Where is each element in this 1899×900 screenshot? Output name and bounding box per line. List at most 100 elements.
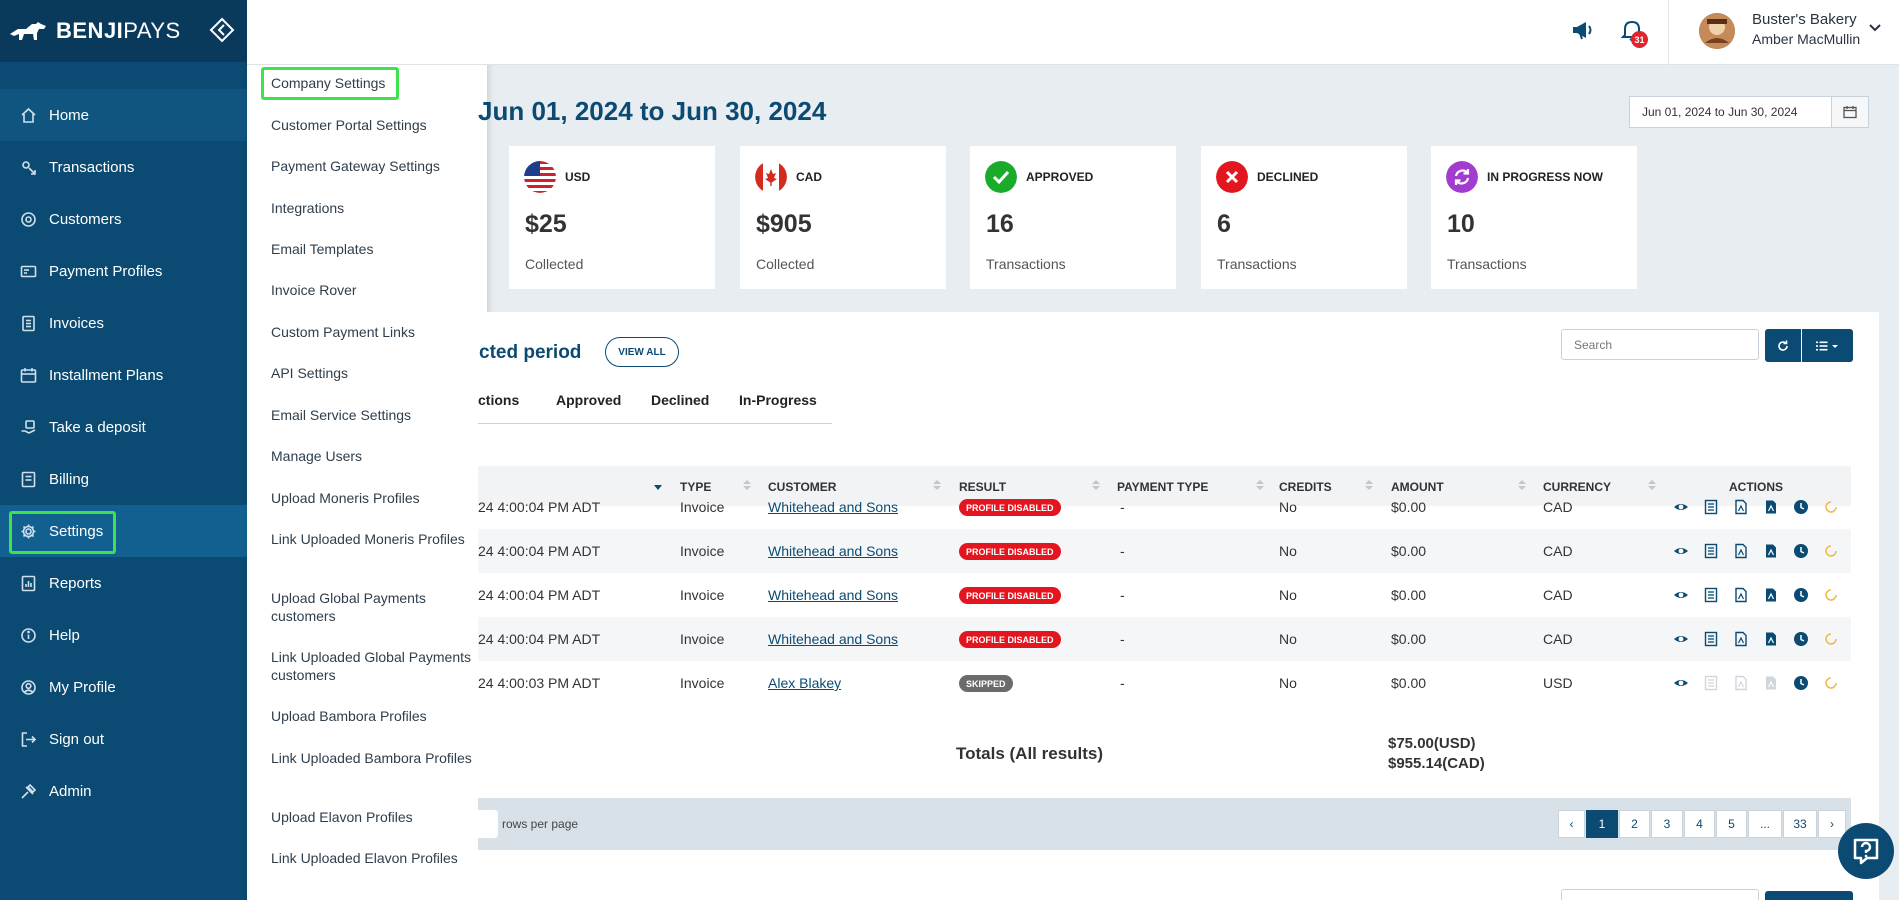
sidebar-item-sign-out[interactable]: Sign out [0, 713, 247, 765]
sidebar-item-installment-plans[interactable]: Installment Plans [0, 349, 247, 401]
sidebar-item-my-profile[interactable]: My Profile [0, 661, 247, 713]
pdf-icon[interactable] [1763, 543, 1779, 559]
view-eye-icon[interactable] [1673, 499, 1689, 515]
settings-menu-item-link-uploaded-elavon-profiles[interactable]: Link Uploaded Elavon Profiles [271, 850, 458, 866]
settings-menu-item-api-settings[interactable]: API Settings [271, 365, 349, 381]
pdf-icon[interactable] [1763, 587, 1779, 603]
retry-spinner-icon[interactable] [1823, 587, 1839, 603]
settings-menu-item-invoice-rover[interactable]: Invoice Rover [271, 282, 357, 298]
sidebar-item-payment-profiles[interactable]: Payment Profiles [0, 245, 247, 297]
cell-customer[interactable]: Alex Blakey [768, 675, 842, 691]
column-header-customer[interactable]: CUSTOMER [768, 480, 837, 494]
view-eye-icon[interactable] [1673, 543, 1689, 559]
column-header-type[interactable]: TYPE [680, 480, 712, 494]
tab-in-progress[interactable]: In-Progress [739, 392, 817, 408]
view-eye-icon[interactable] [1673, 631, 1689, 647]
page-button[interactable]: 4 [1684, 810, 1715, 838]
settings-menu-item-payment-gateway-settings[interactable]: Payment Gateway Settings [271, 158, 440, 174]
settings-menu-item-company-settings[interactable]: Company Settings [271, 75, 386, 91]
column-header-payment-type[interactable]: PAYMENT TYPE [1117, 480, 1209, 494]
sort-icon[interactable] [1256, 479, 1264, 491]
sidebar-item-transactions[interactable]: Transactions [0, 141, 247, 193]
retry-spinner-icon[interactable] [1823, 675, 1839, 691]
column-header-credits[interactable]: CREDITS [1279, 480, 1332, 494]
settings-menu-item-upload-global-payments-customers[interactable]: Upload Global Payments customers [271, 590, 426, 624]
date-range-input[interactable]: Jun 01, 2024 to Jun 30, 2024 [1629, 96, 1832, 128]
settings-menu-item-link-uploaded-moneris-profiles[interactable]: Link Uploaded Moneris Profiles [271, 531, 465, 547]
page-button[interactable]: 2 [1619, 810, 1650, 838]
next-panel-search[interactable] [1561, 889, 1759, 900]
column-header-amount[interactable]: AMOUNT [1391, 480, 1444, 494]
settings-menu-item-upload-bambora-profiles[interactable]: Upload Bambora Profiles [271, 708, 427, 724]
cell-customer[interactable]: Whitehead and Sons [768, 543, 898, 559]
receipt-icon[interactable] [1703, 543, 1719, 559]
calendar-button[interactable] [1831, 96, 1869, 128]
sort-icon[interactable] [743, 479, 751, 491]
settings-menu-item-customer-portal-settings[interactable]: Customer Portal Settings [271, 117, 427, 133]
settings-menu-item-link-uploaded-bambora-profiles[interactable]: Link Uploaded Bambora Profiles [271, 750, 472, 766]
sidebar-item-help[interactable]: Help [0, 609, 247, 661]
view-eye-icon[interactable] [1673, 587, 1689, 603]
page-button[interactable]: 33 [1783, 810, 1817, 838]
refresh-button[interactable] [1765, 329, 1801, 362]
avatar[interactable] [1699, 13, 1735, 49]
collapse-sidebar-icon[interactable] [209, 17, 235, 43]
next-panel-button[interactable] [1765, 891, 1853, 900]
rows-per-page-select[interactable] [478, 810, 498, 838]
receipt-icon[interactable] [1703, 499, 1719, 515]
column-header-result[interactable]: RESULT [959, 480, 1007, 494]
sort-icon[interactable] [1365, 479, 1373, 491]
settings-menu-item-email-service-settings[interactable]: Email Service Settings [271, 407, 412, 423]
sidebar-item-customers[interactable]: Customers [0, 193, 247, 245]
pdf-outline-icon[interactable] [1733, 675, 1749, 691]
tab-transactions[interactable]: ctions [478, 392, 520, 408]
history-clock-icon[interactable] [1793, 543, 1809, 559]
sidebar-item-take-a-deposit[interactable]: Take a deposit [0, 401, 247, 453]
settings-menu-item-upload-moneris-profiles[interactable]: Upload Moneris Profiles [271, 490, 420, 506]
settings-menu-item-manage-users[interactable]: Manage Users [271, 448, 363, 464]
history-clock-icon[interactable] [1793, 499, 1809, 515]
column-header-currency[interactable]: CURRENCY [1543, 480, 1612, 494]
cell-customer[interactable]: Whitehead and Sons [768, 587, 898, 603]
user-menu-chevron-down-icon[interactable] [1868, 20, 1882, 34]
pdf-icon[interactable] [1763, 499, 1779, 515]
view-eye-icon[interactable] [1673, 675, 1689, 691]
retry-spinner-icon[interactable] [1823, 543, 1839, 559]
retry-spinner-icon[interactable] [1823, 499, 1839, 515]
receipt-icon[interactable] [1703, 675, 1719, 691]
sidebar-item-billing[interactable]: Billing [0, 453, 247, 505]
tab-approved[interactable]: Approved [556, 392, 622, 408]
view-all-button[interactable]: VIEW ALL [605, 337, 679, 367]
search-input[interactable]: Search [1561, 329, 1759, 360]
settings-menu-item-upload-elavon-profiles[interactable]: Upload Elavon Profiles [271, 809, 413, 825]
cell-customer[interactable]: Whitehead and Sons [768, 499, 898, 515]
sidebar-item-reports[interactable]: Reports [0, 557, 247, 609]
next-page-button[interactable]: › [1818, 810, 1846, 838]
settings-menu-item-integrations[interactable]: Integrations [271, 200, 345, 216]
sort-icon[interactable] [1648, 479, 1656, 491]
cell-customer[interactable]: Whitehead and Sons [768, 631, 898, 647]
sidebar-item-admin[interactable]: Admin [0, 765, 247, 817]
pdf-icon[interactable] [1763, 631, 1779, 647]
pdf-outline-icon[interactable] [1733, 587, 1749, 603]
sort-icon[interactable] [1092, 479, 1100, 491]
history-clock-icon[interactable] [1793, 631, 1809, 647]
settings-menu-item-custom-payment-links[interactable]: Custom Payment Links [271, 324, 415, 340]
pdf-outline-icon[interactable] [1733, 631, 1749, 647]
page-button[interactable]: 3 [1651, 810, 1683, 838]
settings-menu-item-email-templates[interactable]: Email Templates [271, 241, 374, 257]
tab-declined[interactable]: Declined [651, 392, 710, 408]
settings-menu-item-link-uploaded-global-payments-customers[interactable]: Link Uploaded Global Payments customers [271, 649, 472, 683]
pdf-outline-icon[interactable] [1733, 499, 1749, 515]
receipt-icon[interactable] [1703, 587, 1719, 603]
support-chat-button[interactable] [1838, 823, 1894, 879]
sort-icon[interactable] [1518, 479, 1526, 491]
history-clock-icon[interactable] [1793, 675, 1809, 691]
prev-page-button[interactable]: ‹ [1558, 810, 1585, 838]
column-options-button[interactable] [1802, 329, 1853, 362]
retry-spinner-icon[interactable] [1823, 631, 1839, 647]
sidebar-item-invoices[interactable]: Invoices [0, 297, 247, 349]
page-button[interactable]: 1 [1586, 810, 1618, 838]
page-button[interactable]: 5 [1716, 810, 1747, 838]
receipt-icon[interactable] [1703, 631, 1719, 647]
